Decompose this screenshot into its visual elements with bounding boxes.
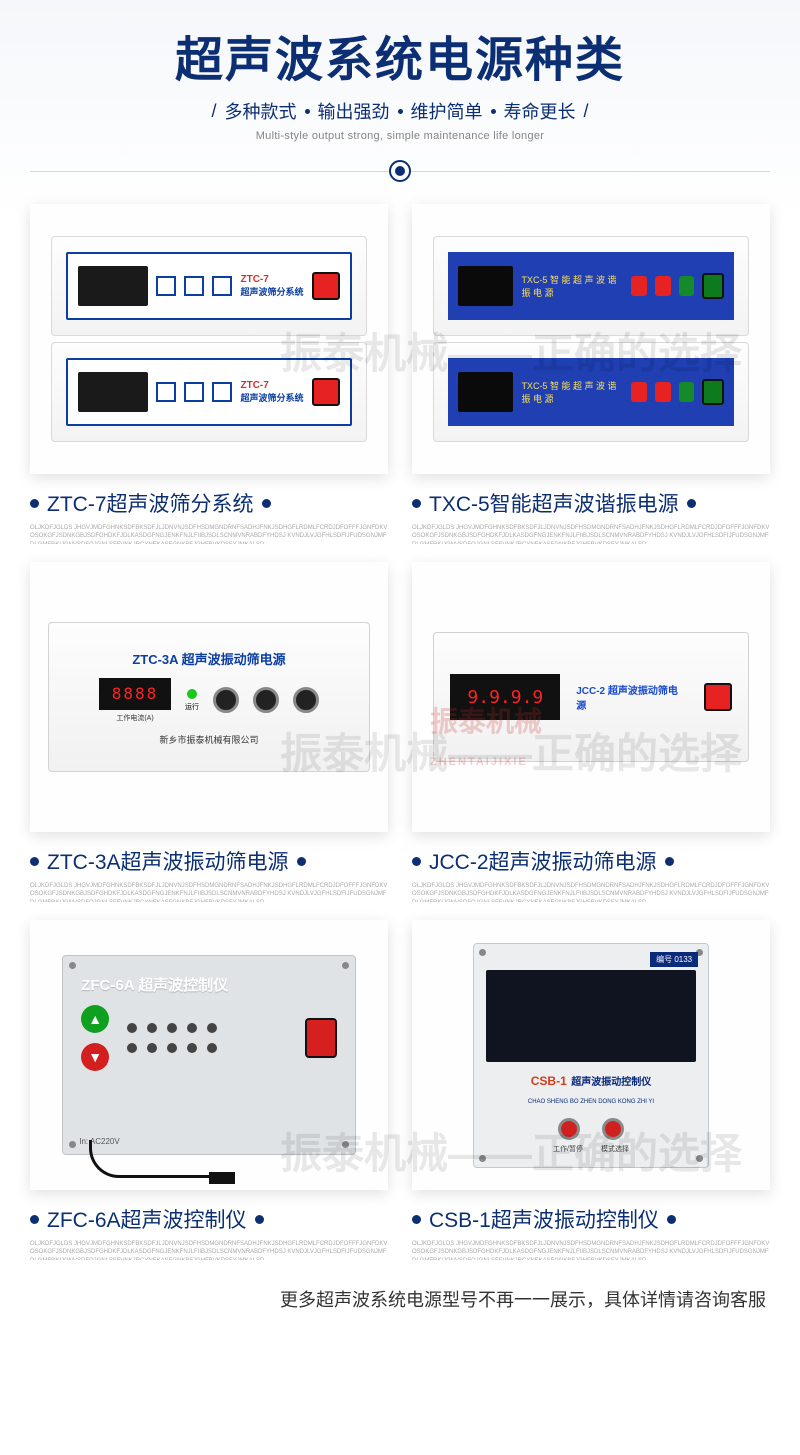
product-card-ztc3a: ZTC-3A 超声波振动筛电源 8888 工作电流(A) 运行 新乡市振泰机械有… [30, 562, 388, 902]
product-name: ZTC-3A超声波振动筛电源 [47, 846, 289, 876]
section-divider [30, 160, 770, 182]
product-image-ztc3a: ZTC-3A 超声波振动筛电源 8888 工作电流(A) 运行 新乡市振泰机械有… [30, 562, 388, 832]
product-card-txc5: TXC-5 智 能 超 声 波 谐 振 电 源 TXC-5 智 能 超 声 波 … [412, 204, 770, 544]
product-name: TXC-5智能超声波谐振电源 [429, 488, 679, 518]
product-grid: ZTC-7 超声波筛分系统 ZTC-7 超声波筛分系统 [30, 204, 770, 1260]
product-card-csb1: 编号 0133 CSB-1 超声波振动控制仪 CHAO SHENG BO ZHE… [412, 920, 770, 1260]
product-image-csb1: 编号 0133 CSB-1 超声波振动控制仪 CHAO SHENG BO ZHE… [412, 920, 770, 1190]
product-name: ZTC-7超声波筛分系统 [47, 488, 254, 518]
product-name: ZFC-6A超声波控制仪 [47, 1204, 247, 1234]
product-name: CSB-1超声波振动控制仪 [429, 1204, 659, 1234]
product-image-txc5: TXC-5 智 能 超 声 波 谐 振 电 源 TXC-5 智 能 超 声 波 … [412, 204, 770, 474]
product-image-ztc7: ZTC-7 超声波筛分系统 ZTC-7 超声波筛分系统 [30, 204, 388, 474]
product-image-jcc2: 9.9.9.9 JCC-2 超声波振动筛电源 [412, 562, 770, 832]
header: 超声波系统电源种类 / 多种款式 输出强劲 维护简单 寿命更长 / Multi-… [30, 20, 770, 142]
product-image-zfc6a: ZFC-6A 超声波控制仪 ▲ ▼ In: AC220V [30, 920, 388, 1190]
page-title: 超声波系统电源种类 [30, 20, 770, 90]
product-card-ztc7: ZTC-7 超声波筛分系统 ZTC-7 超声波筛分系统 [30, 204, 388, 544]
product-card-zfc6a: ZFC-6A 超声波控制仪 ▲ ▼ In: AC220V [30, 920, 388, 1260]
product-name: JCC-2超声波振动筛电源 [429, 846, 657, 876]
footer-note: 更多超声波系统电源型号不再一一展示，具体详情请咨询客服 [30, 1286, 770, 1312]
product-catalog-page: 超声波系统电源种类 / 多种款式 输出强劲 维护简单 寿命更长 / Multi-… [0, 0, 800, 1455]
product-card-jcc2: 9.9.9.9 JCC-2 超声波振动筛电源 JCC-2超声波振动筛电源 OLJ… [412, 562, 770, 902]
subtitle-en: Multi-style output strong, simple mainte… [30, 130, 770, 142]
subtitle-row: / 多种款式 输出强劲 维护简单 寿命更长 / [30, 98, 770, 124]
